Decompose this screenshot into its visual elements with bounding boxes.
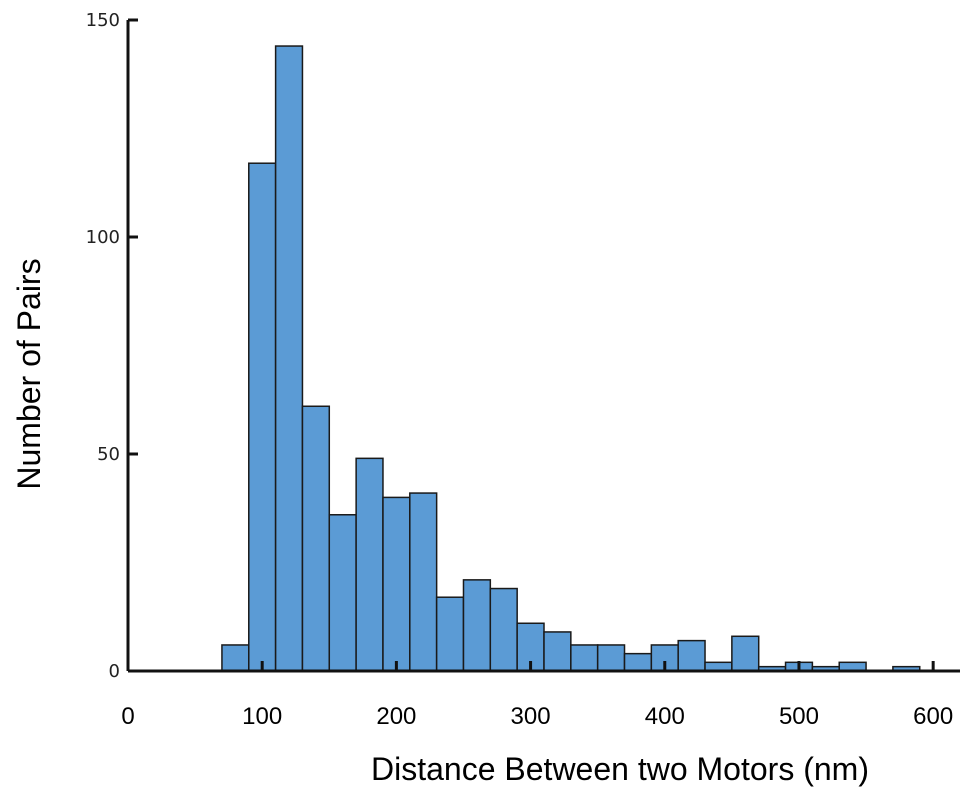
- x-axis-ticks: 0 100 200 300 400 500 600: [121, 661, 953, 730]
- histogram-bar: [731, 635, 760, 672]
- histogram-bar: [328, 514, 357, 672]
- histogram-bar: [462, 579, 492, 672]
- x-tick-label: 0: [121, 703, 134, 730]
- y-tick-label: 150: [86, 10, 120, 31]
- y-tick-label: 0: [109, 661, 120, 682]
- histogram-bar: [677, 639, 706, 672]
- y-axis-title: Number of Pairs: [11, 258, 47, 489]
- histogram-bar: [274, 45, 304, 672]
- x-tick-label: 600: [913, 703, 953, 730]
- y-tick-label: 100: [86, 227, 120, 248]
- y-tick-label: 50: [97, 444, 120, 465]
- histogram-bar: [596, 644, 626, 672]
- histogram-bar: [570, 644, 599, 672]
- x-tick-label: 400: [645, 703, 685, 730]
- histogram-bar: [409, 492, 438, 672]
- histogram-bar: [248, 162, 277, 672]
- histogram-bar: [543, 631, 572, 672]
- x-tick-label: 300: [511, 703, 551, 730]
- x-tick-label: 200: [376, 703, 416, 730]
- histogram-bar: [623, 652, 653, 672]
- histogram-bar: [301, 405, 331, 672]
- x-tick-label: 100: [242, 703, 282, 730]
- histogram-bars: [221, 45, 921, 672]
- x-tick-label: 500: [779, 703, 819, 730]
- x-axis-title: Distance Between two Motors (nm): [371, 751, 869, 787]
- histogram-bar: [382, 496, 411, 672]
- histogram-bar: [355, 457, 384, 672]
- histogram-bar: [489, 587, 518, 672]
- histogram-bar: [435, 596, 465, 672]
- histogram-bar: [221, 644, 250, 672]
- y-axis-ticks: 0 50 100 150: [86, 10, 138, 682]
